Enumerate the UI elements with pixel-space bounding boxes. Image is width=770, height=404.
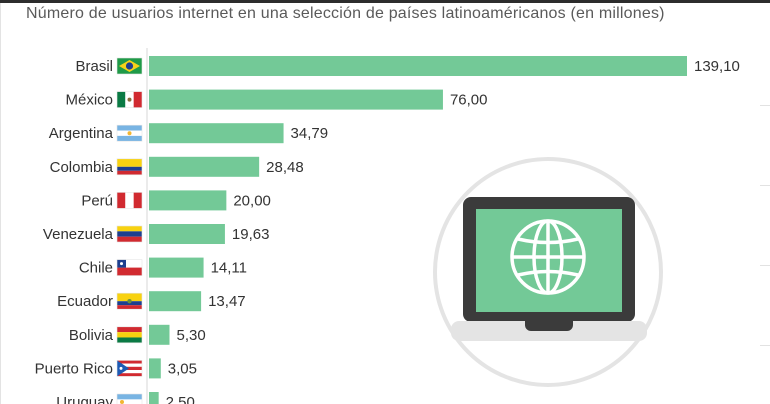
bar bbox=[149, 257, 204, 278]
bar bbox=[149, 123, 284, 144]
tick-label: Argentina bbox=[49, 125, 114, 142]
bar bbox=[149, 89, 443, 110]
argentina-flag-icon bbox=[116, 124, 143, 142]
data-label: 14,11 bbox=[211, 260, 247, 277]
bar bbox=[149, 224, 225, 244]
bar-row: Argentina 34,79 bbox=[49, 123, 329, 144]
chile-flag-icon bbox=[116, 259, 143, 276]
uruguay-flag-icon bbox=[116, 393, 143, 404]
bolivia-flag-icon bbox=[116, 326, 143, 344]
tick-label: Uruguay bbox=[56, 394, 113, 404]
data-label: 3,05 bbox=[168, 360, 197, 377]
data-label: 13,47 bbox=[208, 293, 246, 310]
illustration-circle bbox=[433, 157, 663, 387]
bar-row: Chile 14,11 bbox=[79, 257, 247, 278]
data-label: 20,00 bbox=[233, 192, 271, 209]
data-label: 139,10 bbox=[694, 58, 740, 75]
data-label: 2,50 bbox=[166, 394, 195, 404]
right-edge-ticks bbox=[758, 0, 770, 404]
bar bbox=[149, 291, 202, 312]
tick-label: Ecuador bbox=[57, 293, 113, 310]
data-label: 28,48 bbox=[266, 159, 304, 176]
tick-label: Puerto Rico bbox=[35, 360, 113, 377]
bars-group: Brasil 139,10 México 76,00 Argentina 34,79 Col… bbox=[35, 56, 740, 404]
bar-row: Puerto Rico 3,05 bbox=[35, 358, 197, 379]
globe-icon bbox=[510, 219, 586, 295]
bar-row: Venezuela 19,63 bbox=[43, 224, 270, 244]
bar bbox=[149, 358, 161, 379]
venezuela-flag-icon bbox=[116, 225, 143, 243]
tick-label: Bolivia bbox=[69, 327, 114, 344]
bar bbox=[149, 392, 159, 404]
bar-row: Brasil 139,10 bbox=[75, 56, 740, 76]
laptop-notch bbox=[525, 321, 573, 331]
top-rule bbox=[0, 0, 770, 3]
tick-label: Brasil bbox=[75, 58, 113, 75]
tick-label: Venezuela bbox=[43, 226, 114, 243]
tick-label: Perú bbox=[81, 192, 113, 209]
tick-label: México bbox=[65, 92, 113, 109]
colombia-flag-icon bbox=[116, 158, 143, 176]
bar bbox=[149, 324, 170, 345]
bar bbox=[149, 56, 687, 76]
chart-subtitle: Número de usuarios internet en una selec… bbox=[26, 5, 665, 22]
data-label: 19,63 bbox=[232, 226, 270, 243]
peru-flag-icon bbox=[116, 192, 143, 209]
ecuador-flag-icon bbox=[116, 292, 143, 310]
bar bbox=[149, 190, 227, 211]
laptop-illustration bbox=[433, 157, 663, 387]
data-label: 34,79 bbox=[291, 125, 329, 142]
puerto-rico-flag-icon bbox=[116, 360, 143, 377]
bar-row: Colombia 28,48 bbox=[50, 156, 304, 177]
data-label: 5,30 bbox=[176, 327, 205, 344]
bar-row: México 76,00 bbox=[65, 89, 488, 110]
brazil-flag-icon bbox=[116, 57, 143, 75]
bar bbox=[149, 156, 260, 177]
mexico-flag-icon bbox=[116, 91, 143, 108]
bar-row: Ecuador 13,47 bbox=[57, 291, 246, 312]
bar-row: Uruguay 2,50 bbox=[56, 392, 195, 404]
tick-label: Chile bbox=[79, 260, 113, 277]
bar-row: Perú 20,00 bbox=[81, 190, 271, 211]
tick-label: Colombia bbox=[50, 159, 114, 176]
data-label: 76,00 bbox=[450, 92, 488, 109]
bar-row: Bolivia 5,30 bbox=[69, 324, 206, 345]
